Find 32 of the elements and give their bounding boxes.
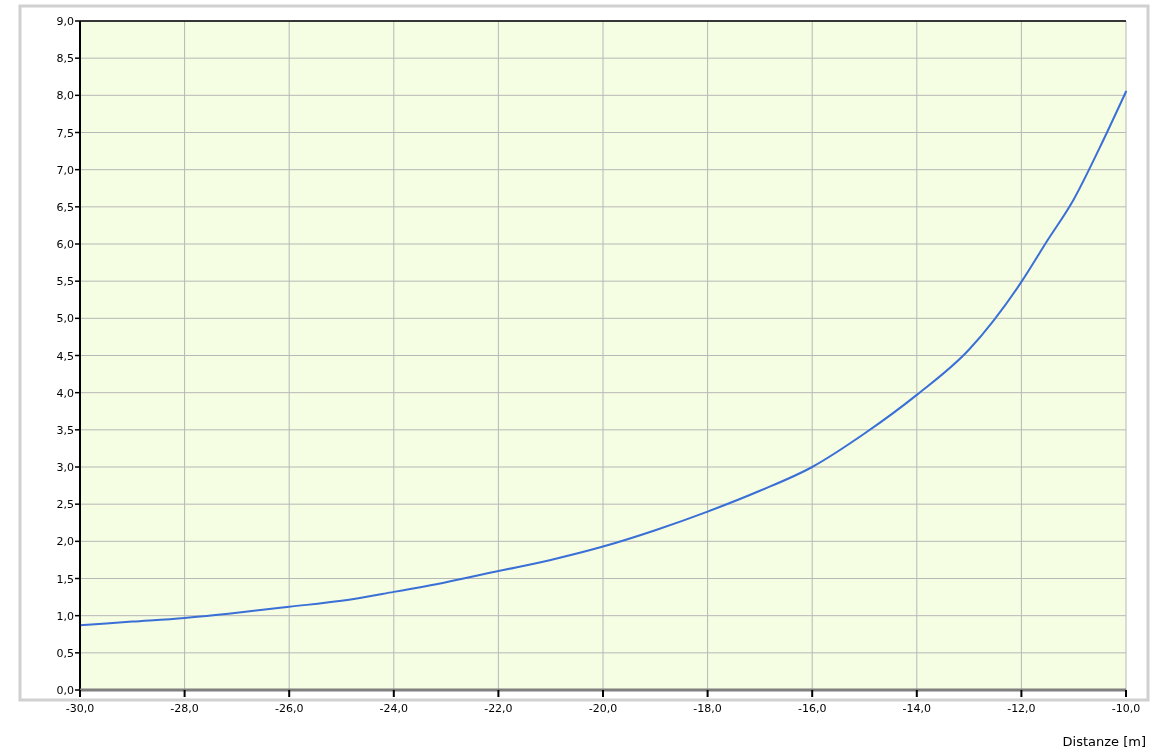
y-tick-label: 4,0 xyxy=(56,386,74,400)
y-tick-label: 8,0 xyxy=(56,89,74,103)
x-tick-label: -30,0 xyxy=(65,702,95,715)
y-tick-label: 9,0 xyxy=(56,15,74,28)
y-tick-label: 7,5 xyxy=(56,126,74,140)
y-tick-label: 6,5 xyxy=(56,200,74,214)
x-tick-label: -20,0 xyxy=(588,702,618,715)
x-tick-label: -14,0 xyxy=(902,702,932,715)
x-axis-title: Distanze [m] xyxy=(1062,734,1146,749)
x-tick-label: -12,0 xyxy=(1007,702,1036,715)
y-tick-label: 7,0 xyxy=(56,163,74,177)
x-tick-label: -18,0 xyxy=(693,702,722,715)
y-tick-label: 3,5 xyxy=(56,423,74,437)
line-series xyxy=(79,90,1127,627)
x-tick-label: -26,0 xyxy=(274,702,304,715)
y-tick-label: 1,5 xyxy=(56,572,74,586)
y-tick-label: 1,0 xyxy=(56,609,74,623)
y-tick-label: 8,5 xyxy=(56,52,74,66)
y-tick-label: 3,0 xyxy=(56,461,74,474)
x-tick-label: -24,0 xyxy=(379,702,409,715)
x-tick-label: -16,0 xyxy=(797,702,827,715)
y-tick-label: 2,5 xyxy=(56,498,74,512)
x-tick-label: -22,0 xyxy=(484,702,513,715)
y-tick-label: 0,0 xyxy=(56,684,74,697)
y-tick-label: 2,0 xyxy=(56,535,74,549)
x-tick-label: -28,0 xyxy=(170,702,199,715)
y-tick-label: 0,5 xyxy=(56,646,74,660)
y-tick-label: 5,0 xyxy=(56,312,74,326)
y-tick-label: 6,0 xyxy=(56,238,74,251)
y-tick-label: 4,5 xyxy=(56,349,74,363)
x-tick-label: -10,0 xyxy=(1111,702,1141,715)
y-tick-label: 5,5 xyxy=(56,275,74,289)
